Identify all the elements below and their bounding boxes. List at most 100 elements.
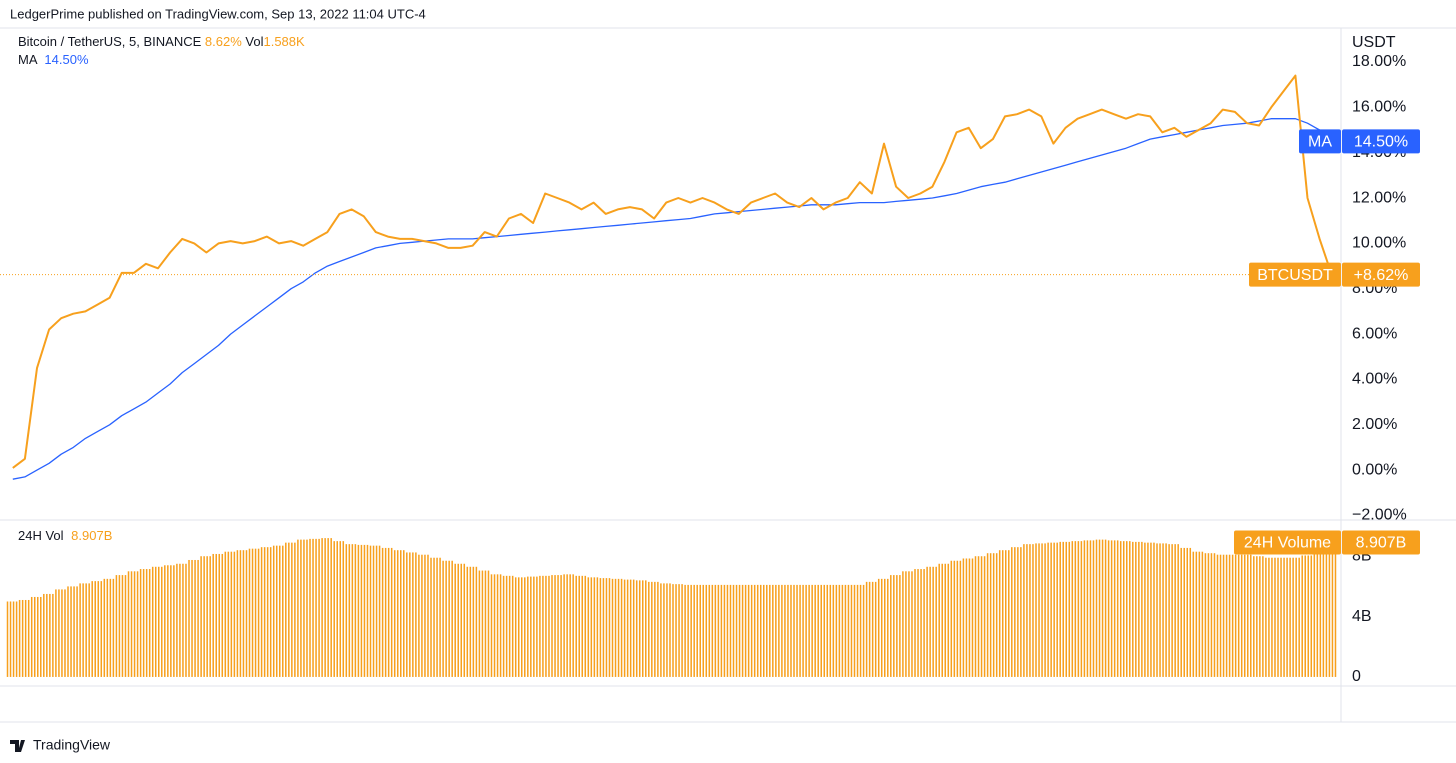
volume-stripe (648, 581, 650, 677)
volume-stripe (805, 584, 807, 677)
volume-stripe (263, 547, 266, 677)
volume-stripe (566, 574, 568, 677)
y-tick-label: 10.00% (1352, 235, 1406, 252)
volume-bar (1011, 547, 1022, 677)
volume-bar (1047, 542, 1058, 677)
volume-stripe (847, 584, 850, 677)
volume-stripe (938, 563, 940, 677)
y-tick-label: 4B (1352, 608, 1372, 625)
volume-stripe (651, 581, 653, 677)
volume-stripe (206, 556, 208, 677)
volume-stripe (962, 558, 965, 677)
volume-bar (67, 586, 78, 677)
volume-stripe (139, 569, 142, 677)
volume-stripe (91, 581, 93, 677)
volume-stripe (306, 539, 308, 677)
volume-stripe (475, 566, 478, 677)
volume-stripe (390, 547, 393, 677)
volume-stripe (1237, 554, 1240, 677)
volume-stripe (705, 584, 708, 677)
volume-stripe (657, 581, 659, 677)
volume-stripe (1147, 542, 1149, 677)
volume-stripe (260, 547, 263, 677)
y-tick-label: −2.00% (1352, 507, 1407, 524)
volume-stripe (968, 558, 971, 677)
volume-stripe (197, 559, 199, 677)
volume-stripe (490, 574, 493, 677)
volume-bar (877, 578, 889, 677)
volume-bar (442, 560, 453, 677)
volume-stripe (1201, 551, 1204, 677)
volume-stripe (859, 584, 862, 677)
volume-stripe (998, 550, 1001, 677)
axis-value-label: 8.907B (1356, 535, 1407, 552)
volume-bar (805, 584, 816, 677)
volume-bar (1071, 541, 1083, 677)
volume-bar (684, 584, 695, 677)
volume-bar (998, 550, 1010, 677)
volume-stripe (517, 577, 520, 677)
volume-stripe (563, 574, 565, 677)
volume-bar (1180, 547, 1192, 677)
volume-stripe (536, 576, 538, 677)
volume-stripe (505, 575, 508, 677)
volume-stripe (617, 578, 620, 677)
volume-bar (176, 563, 187, 677)
volume-stripe (560, 575, 562, 677)
volume-stripe (1053, 542, 1055, 677)
volume-stripe (224, 551, 227, 677)
volume-stripe (1234, 554, 1237, 677)
volume-stripe (448, 560, 450, 677)
volume-stripe (212, 553, 214, 677)
volume-bar (30, 596, 42, 677)
volume-stripe (1144, 542, 1146, 677)
volume-stripe (24, 599, 27, 677)
volume-stripe (614, 578, 617, 677)
volume-stripe (971, 558, 974, 677)
volume-stripe (400, 550, 402, 677)
volume-stripe (1083, 540, 1086, 677)
volume-bar (853, 584, 865, 677)
volume-stripe (514, 577, 517, 677)
volume-stripe (572, 574, 574, 677)
volume-bar (188, 559, 199, 677)
volume-stripe (596, 577, 599, 677)
volume-stripe (1298, 557, 1300, 677)
volume-stripe (133, 571, 136, 677)
volume-stripe (1168, 544, 1170, 677)
volume-stripe (1322, 553, 1325, 677)
volume-stripe (772, 584, 774, 677)
volume-stripe (254, 548, 257, 677)
volume-stripe (88, 583, 90, 677)
volume-stripe (55, 589, 57, 677)
volume-stripe (1180, 547, 1182, 677)
volume-stripe (790, 584, 792, 677)
volume-stripe (427, 554, 429, 677)
volume-stripe (502, 575, 505, 677)
volume-stripe (784, 584, 786, 677)
volume-stripe (1122, 541, 1125, 677)
volume-stripe (1035, 543, 1037, 677)
volume-stripe (282, 545, 284, 677)
volume-stripe (291, 542, 293, 677)
volume-stripe (956, 560, 959, 677)
volume-stripe (433, 557, 435, 677)
volume-stripe (375, 545, 378, 677)
volume-stripe (279, 545, 281, 677)
volume-bar (1253, 556, 1264, 677)
volume-stripe (481, 570, 484, 677)
volume-stripe (1116, 540, 1119, 677)
volume-stripe (678, 584, 680, 677)
volume-stripe (524, 577, 526, 677)
labels-layer: −2.00%0.00%2.00%4.00%6.00%8.00%10.00%12.… (1234, 53, 1420, 685)
volume-stripe (1310, 555, 1313, 677)
volume-stripe (626, 579, 629, 677)
volume-bar (115, 575, 127, 677)
volume-stripe (1014, 547, 1016, 677)
volume-stripe (896, 575, 898, 677)
volume-bar (333, 541, 345, 677)
volume-stripe (357, 544, 360, 677)
volume-stripe (548, 575, 550, 677)
volume-stripe (645, 580, 647, 677)
volume-stripe (590, 577, 593, 677)
